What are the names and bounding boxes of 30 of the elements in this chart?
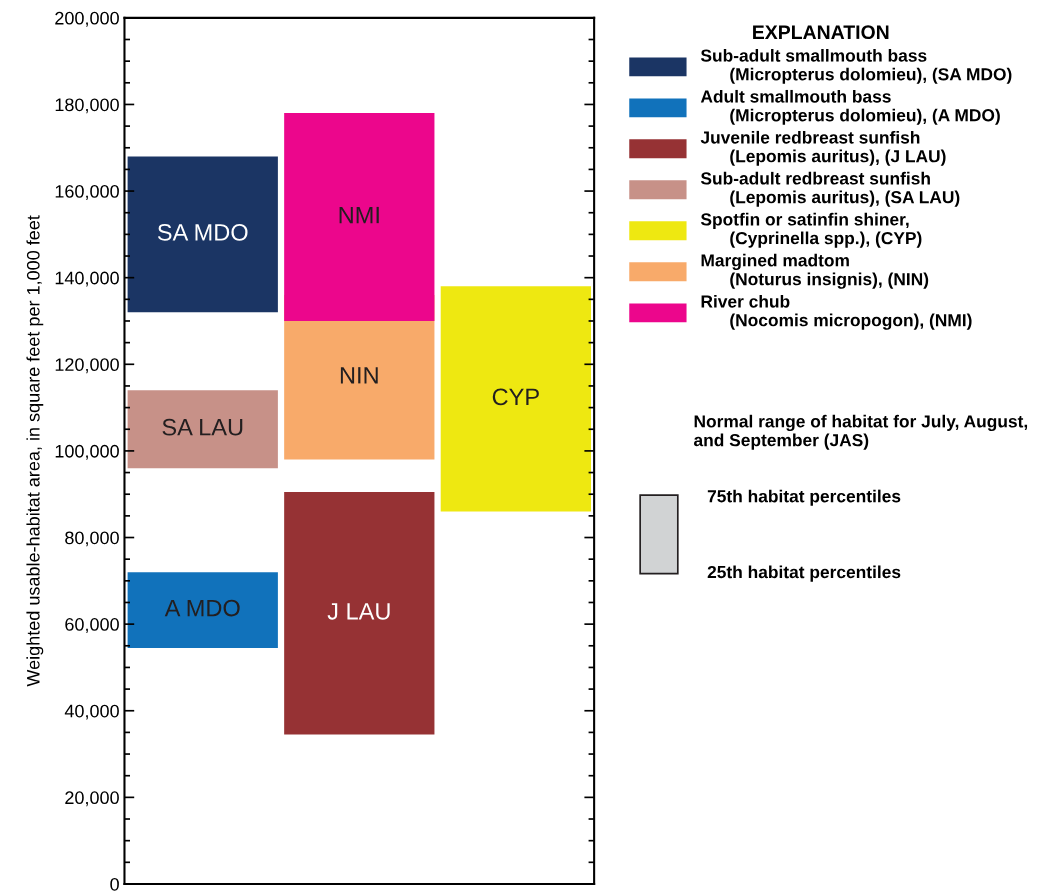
legend-label: River chub (Nocomis micropogon), (NMI) [701, 294, 972, 330]
data-label: CYP [492, 388, 539, 406]
legend-label: Margined madtom (Noturus insignis), (NIN) [701, 253, 929, 289]
y-axis-title: Weighted usable-habitat area, in square feet per 1,000 feet [26, 215, 44, 687]
text: Normal range of habitat for July, August, and September (JAS) [694, 414, 1028, 450]
y-tick-label: 200,000 [55, 11, 119, 27]
y-tick-label: 100,000 [55, 444, 119, 460]
legend-label: Spotfin or satinfin shiner, (Cyprinella spp.), (CYP) [700, 212, 922, 248]
text: 25th habitat percentiles [707, 565, 901, 582]
text: 75th habitat percentiles [707, 489, 901, 506]
data-label: SA LAU [162, 418, 243, 436]
y-tick-label: 160,000 [55, 185, 119, 200]
legend-label: Juvenile redbreast sunfish (Lepomis auritus), (J LAU) [700, 130, 946, 166]
data-label: NIN [340, 367, 378, 384]
y-tick-label: 0 [110, 877, 119, 891]
legend-label: Adult smallmouth bass (Micropterus dolomieu), (A MDO) [700, 89, 1000, 125]
y-tick-label: 80,000 [65, 531, 119, 547]
legend-label: Sub-adult smallmouth bass (Micropterus dolomieu), (SA MDO) [700, 48, 1012, 84]
data-label: J LAU [327, 603, 390, 620]
y-tick-label: 140,000 [55, 271, 119, 287]
legend-title: EXPLANATION [753, 25, 889, 40]
legend-label: Sub-adult redbreast sunfish (Lepomis auritus), (SA LAU) [700, 171, 960, 207]
data-label: SA MDO [157, 223, 248, 241]
y-tick-label: 180,000 [55, 98, 119, 114]
data-label: A MDO [164, 599, 240, 617]
y-tick-label: 60,000 [65, 618, 119, 633]
data-label: NMI [339, 206, 379, 224]
y-tick-label: 120,000 [55, 358, 119, 374]
y-tick-label: 20,000 [65, 791, 119, 807]
y-tick-label: 40,000 [64, 704, 119, 720]
